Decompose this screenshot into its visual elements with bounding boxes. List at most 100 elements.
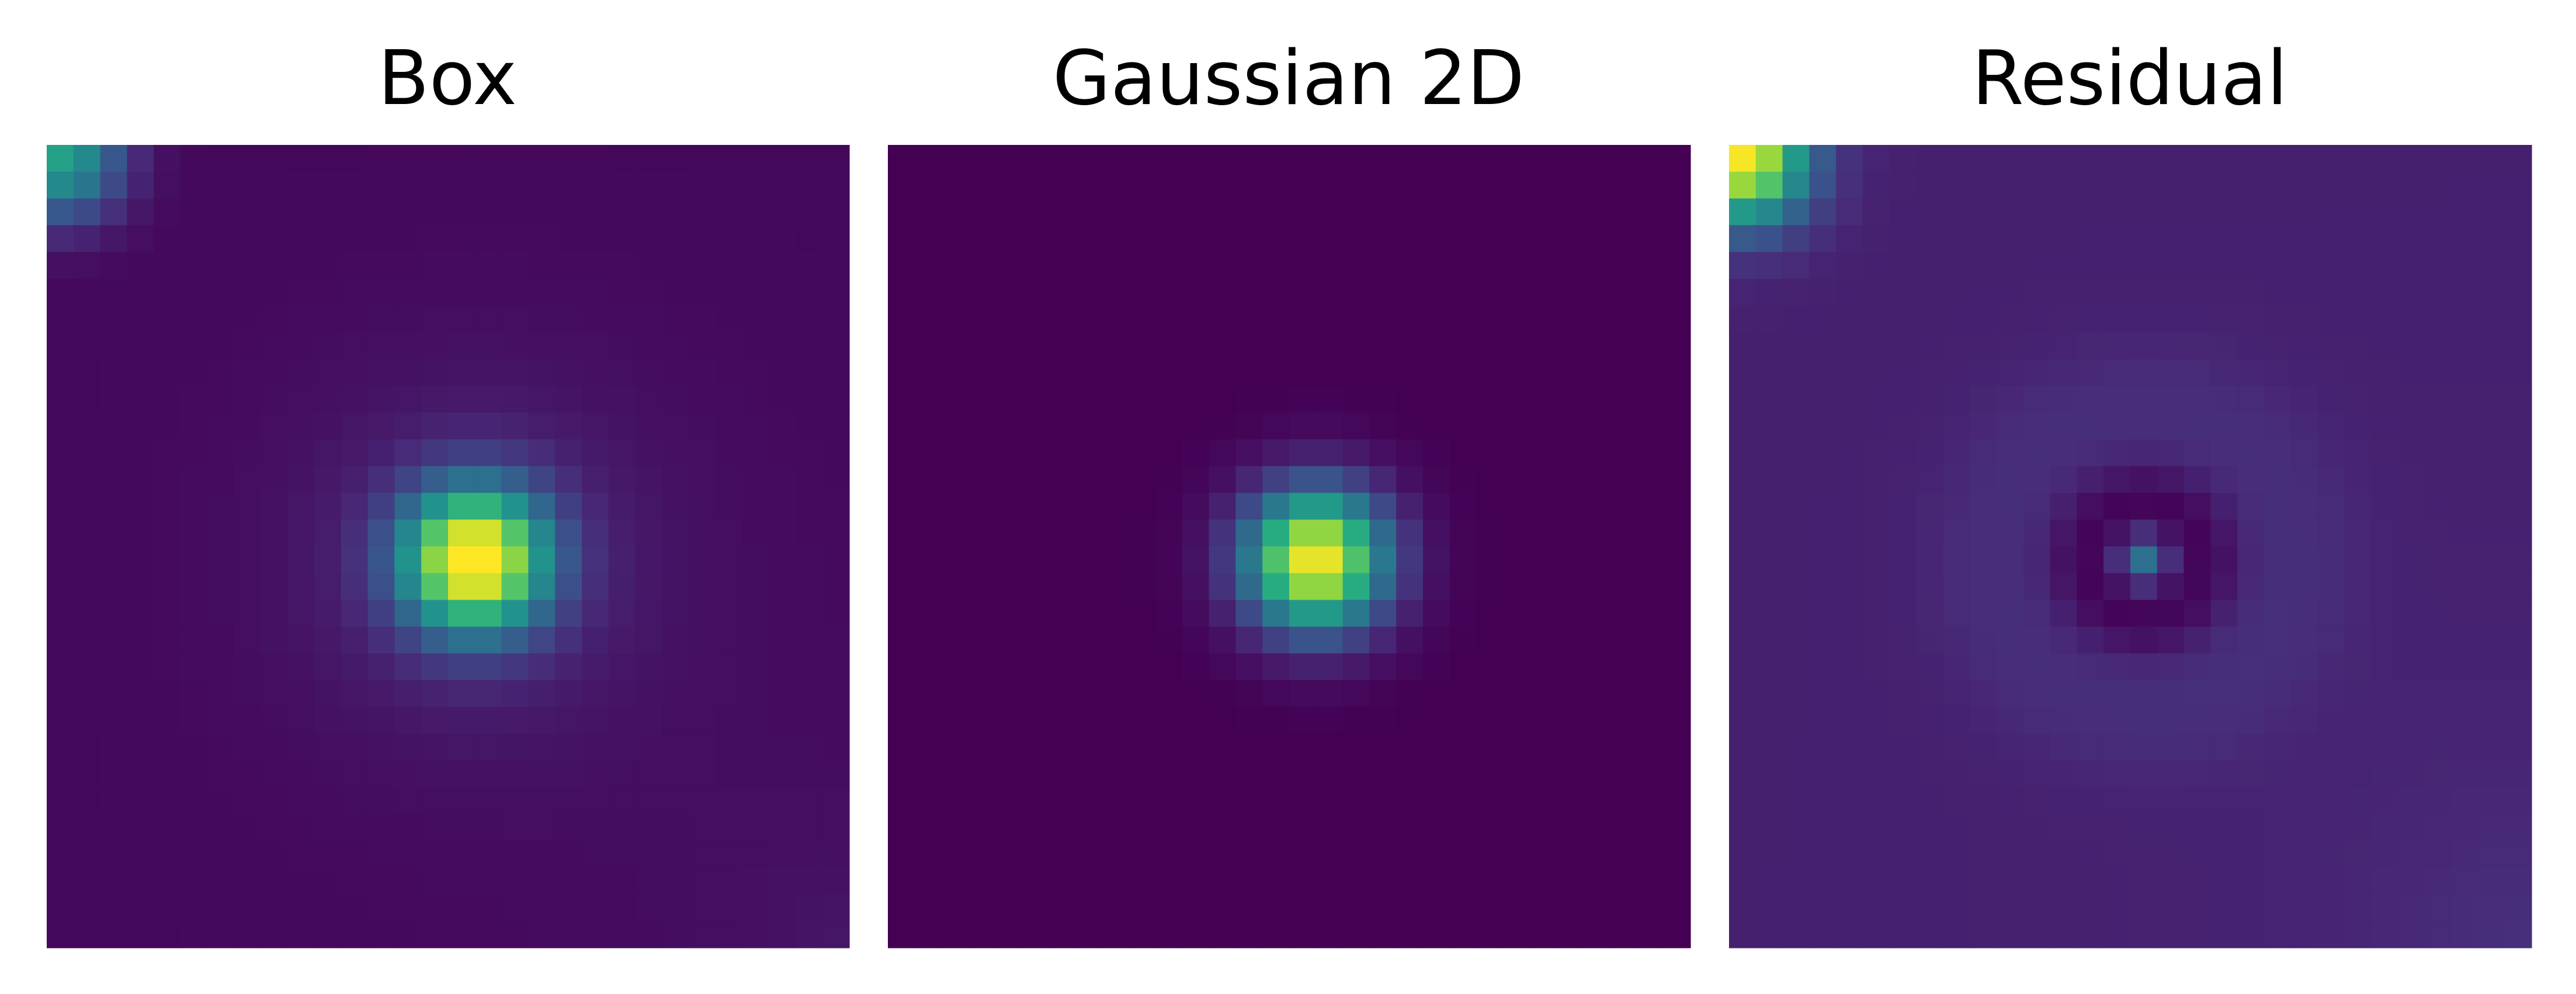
- heatmap-cell: [1262, 519, 1290, 547]
- heatmap-cell: [2398, 252, 2425, 279]
- heatmap-cell: [555, 894, 582, 922]
- heatmap-cell: [1664, 145, 1691, 172]
- heatmap-cell: [1583, 546, 1611, 574]
- heatmap-cell: [716, 198, 743, 226]
- heatmap-cell: [1836, 787, 1863, 815]
- heatmap-cell: [47, 225, 74, 252]
- heatmap-cell: [1342, 626, 1370, 654]
- heatmap-cell: [1530, 680, 1557, 708]
- heatmap-cell: [2130, 332, 2158, 359]
- heatmap-cell: [1916, 439, 1943, 467]
- heatmap-cell: [1155, 814, 1183, 841]
- heatmap-cell: [421, 653, 449, 681]
- heatmap-cell: [2478, 787, 2505, 815]
- heatmap-cell: [662, 171, 689, 199]
- heatmap-cell: [1782, 305, 1810, 333]
- heatmap-cell: [2424, 653, 2452, 681]
- heatmap-cell: [1449, 305, 1477, 333]
- heatmap-cell: [1396, 546, 1424, 574]
- heatmap-cell: [207, 332, 235, 359]
- heatmap-cell: [995, 733, 1022, 761]
- heatmap-cell: [2023, 680, 2051, 708]
- heatmap-cell: [914, 814, 942, 841]
- heatmap-cell: [207, 787, 235, 815]
- heatmap-cell: [689, 305, 716, 333]
- heatmap-cell: [1075, 867, 1102, 895]
- heatmap-cell: [1637, 600, 1664, 627]
- heatmap-cell: [1610, 921, 1637, 948]
- heatmap-cell: [716, 493, 743, 520]
- heatmap-cell: [1997, 413, 2024, 440]
- heatmap-cell: [528, 573, 556, 601]
- heatmap-cell: [1235, 305, 1263, 333]
- heatmap-cell: [261, 359, 288, 386]
- heatmap-cell: [941, 840, 968, 868]
- heatmap-cell: [608, 546, 636, 574]
- heatmap-cell: [1889, 600, 1917, 627]
- heatmap-cell: [2398, 386, 2425, 413]
- heatmap-cell: [1315, 653, 1343, 681]
- heatmap-cell: [1182, 171, 1210, 199]
- heatmap-cell: [2371, 252, 2398, 279]
- heatmap-cell: [914, 359, 942, 386]
- heatmap-cell: [314, 840, 342, 868]
- heatmap-cell: [1102, 814, 1129, 841]
- heatmap-cell: [1664, 519, 1691, 547]
- heatmap-cell: [528, 359, 556, 386]
- heatmap-cell: [341, 413, 369, 440]
- heatmap-cell: [394, 171, 422, 199]
- heatmap-cell: [2290, 466, 2318, 493]
- heatmap-cell: [1022, 573, 1049, 601]
- heatmap-cell: [1396, 680, 1424, 708]
- heatmap-cell: [421, 894, 449, 922]
- heatmap-cell: [127, 546, 154, 574]
- heatmap-cell: [716, 546, 743, 574]
- heatmap-cell: [2371, 305, 2398, 333]
- heatmap-cell: [154, 279, 181, 306]
- heatmap-cell: [2451, 225, 2478, 252]
- heatmap-cell: [314, 867, 342, 895]
- heatmap-cell: [914, 626, 942, 654]
- heatmap-cell: [1102, 466, 1129, 493]
- heatmap-cell: [742, 198, 770, 226]
- heatmap-cell: [1782, 653, 1810, 681]
- heatmap-cell: [555, 573, 582, 601]
- heatmap-cell: [2050, 706, 2077, 735]
- heatmap-cell: [1209, 626, 1236, 654]
- panel-gaussian: Gaussian 2D: [888, 35, 1691, 948]
- heatmap-cell: [1664, 386, 1691, 413]
- heatmap-cell: [1755, 225, 1783, 252]
- heatmap-cell: [796, 546, 823, 574]
- heatmap-cell: [1557, 198, 1584, 226]
- heatmap-cell: [716, 171, 743, 199]
- heatmap-cell: [1102, 171, 1129, 199]
- heatmap-cell: [555, 225, 582, 252]
- heatmap-cell: [528, 733, 556, 761]
- heatmap-cell: [2344, 706, 2372, 735]
- heatmap-cell: [73, 546, 101, 574]
- heatmap-cell: [1369, 145, 1397, 172]
- heatmap-cell: [968, 466, 995, 493]
- heatmap-cell: [1102, 626, 1129, 654]
- heatmap-cell: [2264, 680, 2292, 708]
- heatmap-cell: [2478, 653, 2505, 681]
- heatmap-cell: [888, 653, 915, 681]
- heatmap-cell: [1262, 279, 1290, 306]
- heatmap-cell: [100, 305, 127, 333]
- heatmap-cell: [154, 493, 181, 520]
- heatmap-cell: [1449, 493, 1477, 520]
- heatmap-cell: [1075, 787, 1102, 815]
- heatmap-cell: [1209, 386, 1236, 413]
- heatmap-cell: [1755, 171, 1783, 199]
- heatmap-cell: [1637, 439, 1664, 467]
- heatmap-cell: [1503, 359, 1530, 386]
- heatmap-cell: [2264, 413, 2292, 440]
- heatmap-cell: [716, 305, 743, 333]
- heatmap-cell: [287, 840, 315, 868]
- heatmap-cell: [1048, 359, 1076, 386]
- heatmap-cell: [1997, 279, 2024, 306]
- heatmap-cell: [2290, 493, 2318, 520]
- heatmap-cell: [1423, 198, 1450, 226]
- heatmap-cell: [742, 867, 770, 895]
- heatmap-cell: [1557, 439, 1584, 467]
